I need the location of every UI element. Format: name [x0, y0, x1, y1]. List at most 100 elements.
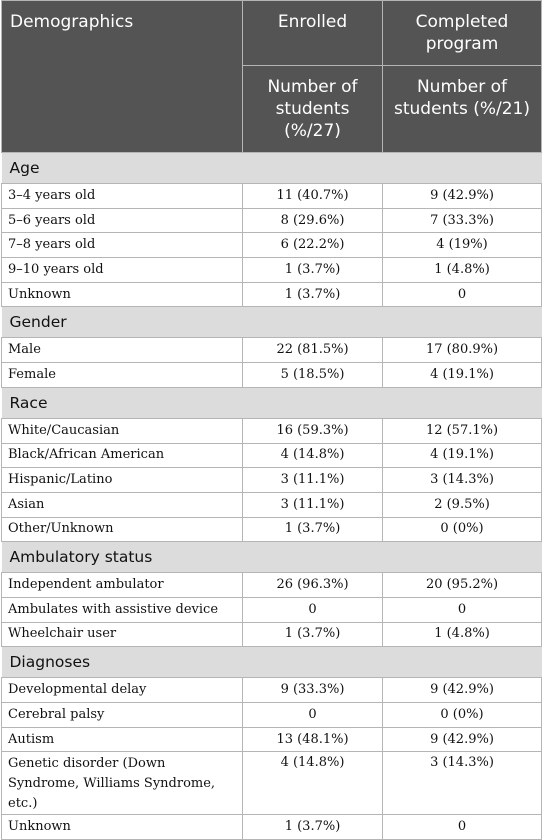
header-row: Demographics Enrolled Completed program: [1, 0, 542, 153]
completed-value: 3 (14.3%): [382, 467, 542, 493]
enrolled-value: 1 (3.7%): [242, 516, 383, 543]
enrolled-value: 1 (3.7%): [242, 257, 383, 283]
table-row: Cerebral palsy 0 0 (0%): [1, 702, 542, 728]
table-body: Age 3–4 years old 11 (40.7%) 9 (42.9%) 5–6 y…: [1, 152, 542, 840]
enrolled-value: 9 (33.3%): [242, 677, 383, 703]
subheader-completed: Number of students (%/21): [382, 65, 542, 153]
section-title: Age: [1, 152, 542, 184]
section-ambulatory-status: Ambulatory status: [1, 541, 542, 574]
row-label: Cerebral palsy: [1, 702, 243, 728]
row-label: Wheelchair user: [1, 621, 243, 648]
section-title: Ambulatory status: [1, 541, 542, 574]
completed-value: 0: [382, 596, 542, 623]
completed-value: 7 (33.3%): [382, 207, 542, 234]
row-label: Unknown: [1, 281, 243, 308]
row-label: Developmental delay: [1, 677, 243, 703]
completed-value: 12 (57.1%): [382, 417, 542, 444]
table-row: 7–8 years old 6 (22.2%) 4 (19%): [1, 232, 542, 259]
enrolled-value: 26 (96.3%): [242, 572, 383, 598]
subheader-enrolled: Number of students (%/27): [242, 65, 383, 153]
enrolled-value: 0: [242, 702, 383, 728]
completed-value: 9 (42.9%): [382, 726, 542, 753]
enrolled-value: 16 (59.3%): [242, 417, 383, 444]
completed-value: 9 (42.9%): [382, 183, 542, 209]
table-row: Hispanic/Latino 3 (11.1%) 3 (14.3%): [1, 467, 542, 493]
row-label: Female: [1, 362, 243, 388]
completed-value: 3 (14.3%): [382, 751, 542, 816]
table-header: Demographics Enrolled Completed program …: [1, 0, 542, 153]
table-row: Ambulates with assistive device 0 0: [1, 596, 542, 623]
row-label: 9–10 years old: [1, 257, 243, 283]
enrolled-value: 4 (14.8%): [242, 442, 383, 469]
enrolled-value: 22 (81.5%): [242, 337, 383, 364]
row-label: Hispanic/Latino: [1, 467, 243, 493]
section-race: Race: [1, 386, 542, 419]
table-row: Female 5 (18.5%) 4 (19.1%): [1, 362, 542, 388]
row-label: Ambulates with assistive device: [1, 596, 243, 623]
enrolled-value: 3 (11.1%): [242, 467, 383, 493]
completed-value: 4 (19.1%): [382, 442, 542, 469]
section-title: Gender: [1, 306, 542, 339]
row-label: 7–8 years old: [1, 232, 243, 259]
completed-value: 1 (4.8%): [382, 621, 542, 648]
row-label: Black/African American: [1, 442, 243, 469]
enrolled-value: 8 (29.6%): [242, 207, 383, 234]
completed-value: 0 (0%): [382, 702, 542, 728]
table-row: Unknown 1 (3.7%) 0: [1, 281, 542, 308]
table-row: Other/Unknown 1 (3.7%) 0 (0%): [1, 516, 542, 543]
row-label: Genetic disorder (Down Syndrome, William…: [1, 751, 243, 816]
completed-value: 0: [382, 814, 542, 840]
row-label: 3–4 years old: [1, 183, 243, 209]
enrolled-value: 3 (11.1%): [242, 491, 383, 518]
enrolled-value: 13 (48.1%): [242, 726, 383, 753]
header-demographics: Demographics: [1, 0, 243, 153]
row-label: Unknown: [1, 814, 243, 840]
enrolled-value: 1 (3.7%): [242, 621, 383, 648]
enrolled-value: 4 (14.8%): [242, 751, 383, 816]
enrolled-value: 1 (3.7%): [242, 281, 383, 308]
table-row: 9–10 years old 1 (3.7%) 1 (4.8%): [1, 257, 542, 283]
completed-value: 4 (19%): [382, 232, 542, 259]
table-row: Developmental delay 9 (33.3%) 9 (42.9%): [1, 677, 542, 703]
table-row: 5–6 years old 8 (29.6%) 7 (33.3%): [1, 207, 542, 234]
section-title: Race: [1, 386, 542, 419]
section-age: Age: [1, 152, 542, 184]
table-row: Autism 13 (48.1%) 9 (42.9%): [1, 726, 542, 753]
table-row: Independent ambulator 26 (96.3%) 20 (95.2%…: [1, 572, 542, 598]
row-label: Autism: [1, 726, 243, 753]
completed-value: 2 (9.5%): [382, 491, 542, 518]
enrolled-value: 6 (22.2%): [242, 232, 383, 259]
row-label: Independent ambulator: [1, 572, 243, 598]
section-diagnoses: Diagnoses: [1, 646, 542, 679]
subheader-row: Number of students (%/27) Number of stud…: [2, 65, 542, 153]
table-row: Genetic disorder (Down Syndrome, William…: [1, 751, 542, 816]
completed-value: 4 (19.1%): [382, 362, 542, 388]
table-row: White/Caucasian 16 (59.3%) 12 (57.1%): [1, 417, 542, 444]
completed-value: 17 (80.9%): [382, 337, 542, 364]
completed-value: 9 (42.9%): [382, 677, 542, 703]
table-row: Unknown 1 (3.7%) 0: [1, 814, 542, 840]
completed-value: 0: [382, 281, 542, 308]
row-label: Male: [1, 337, 243, 364]
completed-value: 0 (0%): [382, 516, 542, 543]
table-row: 3–4 years old 11 (40.7%) 9 (42.9%): [1, 183, 542, 209]
row-label: Asian: [1, 491, 243, 518]
enrolled-value: 1 (3.7%): [242, 814, 383, 840]
enrolled-value: 11 (40.7%): [242, 183, 383, 209]
row-label: 5–6 years old: [1, 207, 243, 234]
table-row: Asian 3 (11.1%) 2 (9.5%): [1, 491, 542, 518]
completed-value: 1 (4.8%): [382, 257, 542, 283]
table-row: Male 22 (81.5%) 17 (80.9%): [1, 337, 542, 364]
table-row: Black/African American 4 (14.8%) 4 (19.1%): [1, 442, 542, 469]
enrolled-value: 5 (18.5%): [242, 362, 383, 388]
enrolled-value: 0: [242, 596, 383, 623]
row-label: Other/Unknown: [1, 516, 243, 543]
section-gender: Gender: [1, 306, 542, 339]
header-completed: Completed program: [382, 0, 542, 66]
table-row: Wheelchair user 1 (3.7%) 1 (4.8%): [1, 621, 542, 648]
completed-value: 20 (95.2%): [382, 572, 542, 598]
row-label: White/Caucasian: [1, 417, 243, 444]
header-enrolled: Enrolled: [242, 0, 383, 66]
section-title: Diagnoses: [1, 646, 542, 679]
